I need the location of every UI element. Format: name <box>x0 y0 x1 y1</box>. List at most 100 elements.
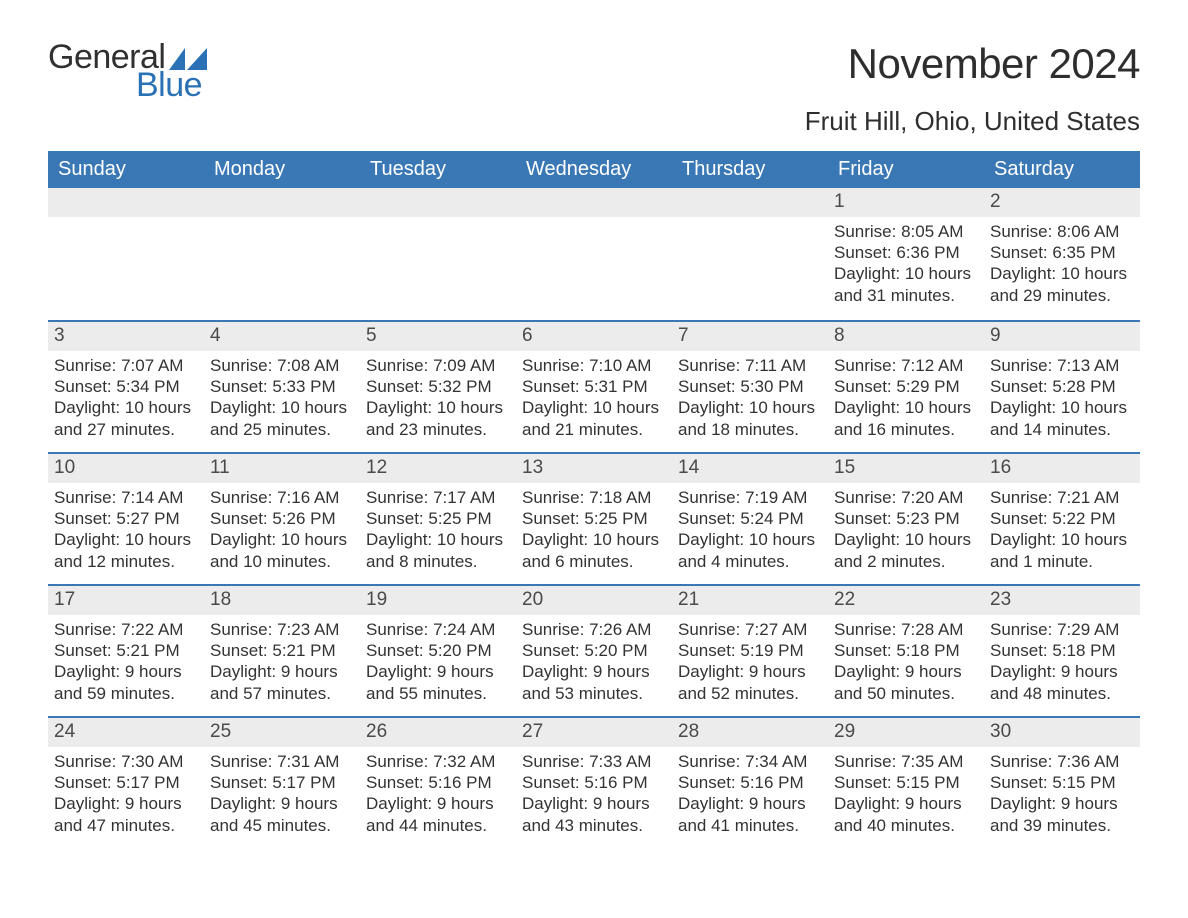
day-cell: 9 Sunrise: 7:13 AMSunset: 5:28 PMDaylight… <box>984 322 1140 452</box>
sunrise-text: Sunrise: 7:23 AM <box>210 619 354 640</box>
day-number: 11 <box>204 454 360 483</box>
weekday-header: Saturday <box>984 151 1140 188</box>
day-cell: 3Sunrise: 7:07 AMSunset: 5:34 PMDaylight… <box>48 322 204 452</box>
day-cell: 2Sunrise: 8:06 AMSunset: 6:35 PMDaylight… <box>984 188 1140 320</box>
day-number: 27 <box>516 718 672 747</box>
sunrise-text: Sunrise: 7:26 AM <box>522 619 666 640</box>
day-cell: 27Sunrise: 7:33 AMSunset: 5:16 PMDayligh… <box>516 718 672 848</box>
day-cell: 4Sunrise: 7:08 AMSunset: 5:33 PMDaylight… <box>204 322 360 452</box>
sunrise-text: Sunrise: 7:12 AM <box>834 355 978 376</box>
daylight-text: and 43 minutes. <box>522 815 666 836</box>
day-cell: 23Sunrise: 7:29 AMSunset: 5:18 PMDayligh… <box>984 586 1140 716</box>
daylight-text: and 4 minutes. <box>678 551 822 572</box>
sunrise-text: Sunrise: 7:17 AM <box>366 487 510 508</box>
daylight-text: Daylight: 10 hours <box>522 529 666 550</box>
day-cell-empty <box>48 188 204 320</box>
sunrise-text: Sunrise: 7:13 AM <box>990 355 1134 376</box>
daylight-text: Daylight: 10 hours <box>678 397 822 418</box>
brand-blue: Blue <box>136 68 207 102</box>
sunrise-text: Sunrise: 7:34 AM <box>678 751 822 772</box>
day-number <box>672 188 828 217</box>
sunset-text: Sunset: 5:16 PM <box>522 772 666 793</box>
day-cell-empty <box>204 188 360 320</box>
sunset-text: Sunset: 5:22 PM <box>990 508 1134 529</box>
day-number: 14 <box>672 454 828 483</box>
sail-icon <box>169 48 207 70</box>
sunset-text: Sunset: 6:36 PM <box>834 242 978 263</box>
sunset-text: Sunset: 5:17 PM <box>210 772 354 793</box>
sunset-text: Sunset: 5:34 PM <box>54 376 198 397</box>
day-cell: 24Sunrise: 7:30 AMSunset: 5:17 PMDayligh… <box>48 718 204 848</box>
daylight-text: Daylight: 10 hours <box>366 397 510 418</box>
sunrise-text: Sunrise: 7:29 AM <box>990 619 1134 640</box>
day-number: 13 <box>516 454 672 483</box>
day-number <box>516 188 672 217</box>
sunrise-text: Sunrise: 7:07 AM <box>54 355 198 376</box>
sunset-text: Sunset: 5:16 PM <box>678 772 822 793</box>
daylight-text: and 10 minutes. <box>210 551 354 572</box>
daylight-text: Daylight: 10 hours <box>834 397 978 418</box>
day-cell: 19Sunrise: 7:24 AMSunset: 5:20 PMDayligh… <box>360 586 516 716</box>
sunrise-text: Sunrise: 7:28 AM <box>834 619 978 640</box>
day-cell: 14 Sunrise: 7:19 AMSunset: 5:24 PMDayligh… <box>672 454 828 584</box>
sunrise-text: Sunrise: 7:33 AM <box>522 751 666 772</box>
day-cell-empty <box>516 188 672 320</box>
daylight-text: Daylight: 9 hours <box>678 793 822 814</box>
sunrise-text: Sunrise: 8:06 AM <box>990 221 1134 242</box>
daylight-text: and 52 minutes. <box>678 683 822 704</box>
day-cell: 25Sunrise: 7:31 AMSunset: 5:17 PMDayligh… <box>204 718 360 848</box>
day-cell: 12Sunrise: 7:17 AMSunset: 5:25 PMDayligh… <box>360 454 516 584</box>
sunrise-text: Sunrise: 7:11 AM <box>678 355 822 376</box>
daylight-text: and 23 minutes. <box>366 419 510 440</box>
sunrise-text: Sunrise: 7:16 AM <box>210 487 354 508</box>
weekday-header: Thursday <box>672 151 828 188</box>
header: General Blue November 2024 Fruit Hill, O… <box>48 40 1140 137</box>
weekday-header: Wednesday <box>516 151 672 188</box>
day-cell: 8Sunrise: 7:12 AMSunset: 5:29 PMDaylight… <box>828 322 984 452</box>
calendar: SundayMondayTuesdayWednesdayThursdayFrid… <box>48 151 1140 848</box>
sunset-text: Sunset: 5:23 PM <box>834 508 978 529</box>
sunset-text: Sunset: 5:32 PM <box>366 376 510 397</box>
sunset-text: Sunset: 5:30 PM <box>678 376 822 397</box>
sunrise-text: Sunrise: 7:21 AM <box>990 487 1134 508</box>
day-number: 25 <box>204 718 360 747</box>
day-number: 4 <box>204 322 360 351</box>
sunset-text: Sunset: 5:31 PM <box>522 376 666 397</box>
daylight-text: Daylight: 10 hours <box>678 529 822 550</box>
day-cell: 29Sunrise: 7:35 AMSunset: 5:15 PMDayligh… <box>828 718 984 848</box>
sunrise-text: Sunrise: 7:24 AM <box>366 619 510 640</box>
daylight-text: and 27 minutes. <box>54 419 198 440</box>
day-number: 2 <box>984 188 1140 217</box>
daylight-text: and 47 minutes. <box>54 815 198 836</box>
day-number: 26 <box>360 718 516 747</box>
sunset-text: Sunset: 5:33 PM <box>210 376 354 397</box>
daylight-text: Daylight: 9 hours <box>522 661 666 682</box>
day-number: 29 <box>828 718 984 747</box>
day-cell: 7Sunrise: 7:11 AMSunset: 5:30 PMDaylight… <box>672 322 828 452</box>
daylight-text: Daylight: 10 hours <box>990 263 1134 284</box>
sunset-text: Sunset: 5:28 PM <box>990 376 1134 397</box>
week-row: 3Sunrise: 7:07 AMSunset: 5:34 PMDaylight… <box>48 320 1140 452</box>
sunset-text: Sunset: 5:20 PM <box>366 640 510 661</box>
day-number: 5 <box>360 322 516 351</box>
day-number: 12 <box>360 454 516 483</box>
sunset-text: Sunset: 5:27 PM <box>54 508 198 529</box>
day-cell: 16Sunrise: 7:21 AMSunset: 5:22 PMDayligh… <box>984 454 1140 584</box>
day-cell: 26Sunrise: 7:32 AMSunset: 5:16 PMDayligh… <box>360 718 516 848</box>
day-number: 10 <box>48 454 204 483</box>
daylight-text: and 53 minutes. <box>522 683 666 704</box>
week-row: 10Sunrise: 7:14 AMSunset: 5:27 PMDayligh… <box>48 452 1140 584</box>
day-number: 9 <box>984 322 1140 351</box>
daylight-text: Daylight: 10 hours <box>990 397 1134 418</box>
sunset-text: Sunset: 5:24 PM <box>678 508 822 529</box>
day-cell: 20Sunrise: 7:26 AMSunset: 5:20 PMDayligh… <box>516 586 672 716</box>
day-cell: 18Sunrise: 7:23 AMSunset: 5:21 PMDayligh… <box>204 586 360 716</box>
brand-logo: General Blue <box>48 40 207 102</box>
daylight-text: and 44 minutes. <box>366 815 510 836</box>
daylight-text: and 6 minutes. <box>522 551 666 572</box>
daylight-text: Daylight: 9 hours <box>834 661 978 682</box>
daylight-text: and 25 minutes. <box>210 419 354 440</box>
sunrise-text: Sunrise: 7:08 AM <box>210 355 354 376</box>
weekday-header: Monday <box>204 151 360 188</box>
sunrise-text: Sunrise: 7:19 AM <box>678 487 822 508</box>
